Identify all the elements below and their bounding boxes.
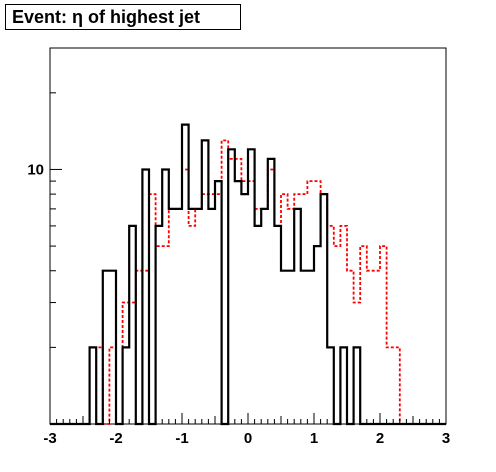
x-tick-label: -3 xyxy=(43,430,56,447)
series-layer xyxy=(50,123,446,426)
y-tick-label: 10 xyxy=(27,161,44,178)
x-tick-label: -1 xyxy=(175,430,188,447)
chart-title-box: Event: η of highest jet xyxy=(5,4,241,30)
x-tick-label: 2 xyxy=(376,430,384,447)
chart-title: Event: η of highest jet xyxy=(12,6,201,27)
plot-frame xyxy=(49,47,447,425)
x-tick-label: 1 xyxy=(310,430,318,447)
x-tick-label: -2 xyxy=(109,430,122,447)
x-tick-label: 3 xyxy=(442,430,450,447)
axis-layer: -3 -2 -1 0 1 2 3 10 xyxy=(27,47,450,447)
series-0-step-line xyxy=(50,123,446,426)
x-tick-label: 0 xyxy=(244,430,252,447)
